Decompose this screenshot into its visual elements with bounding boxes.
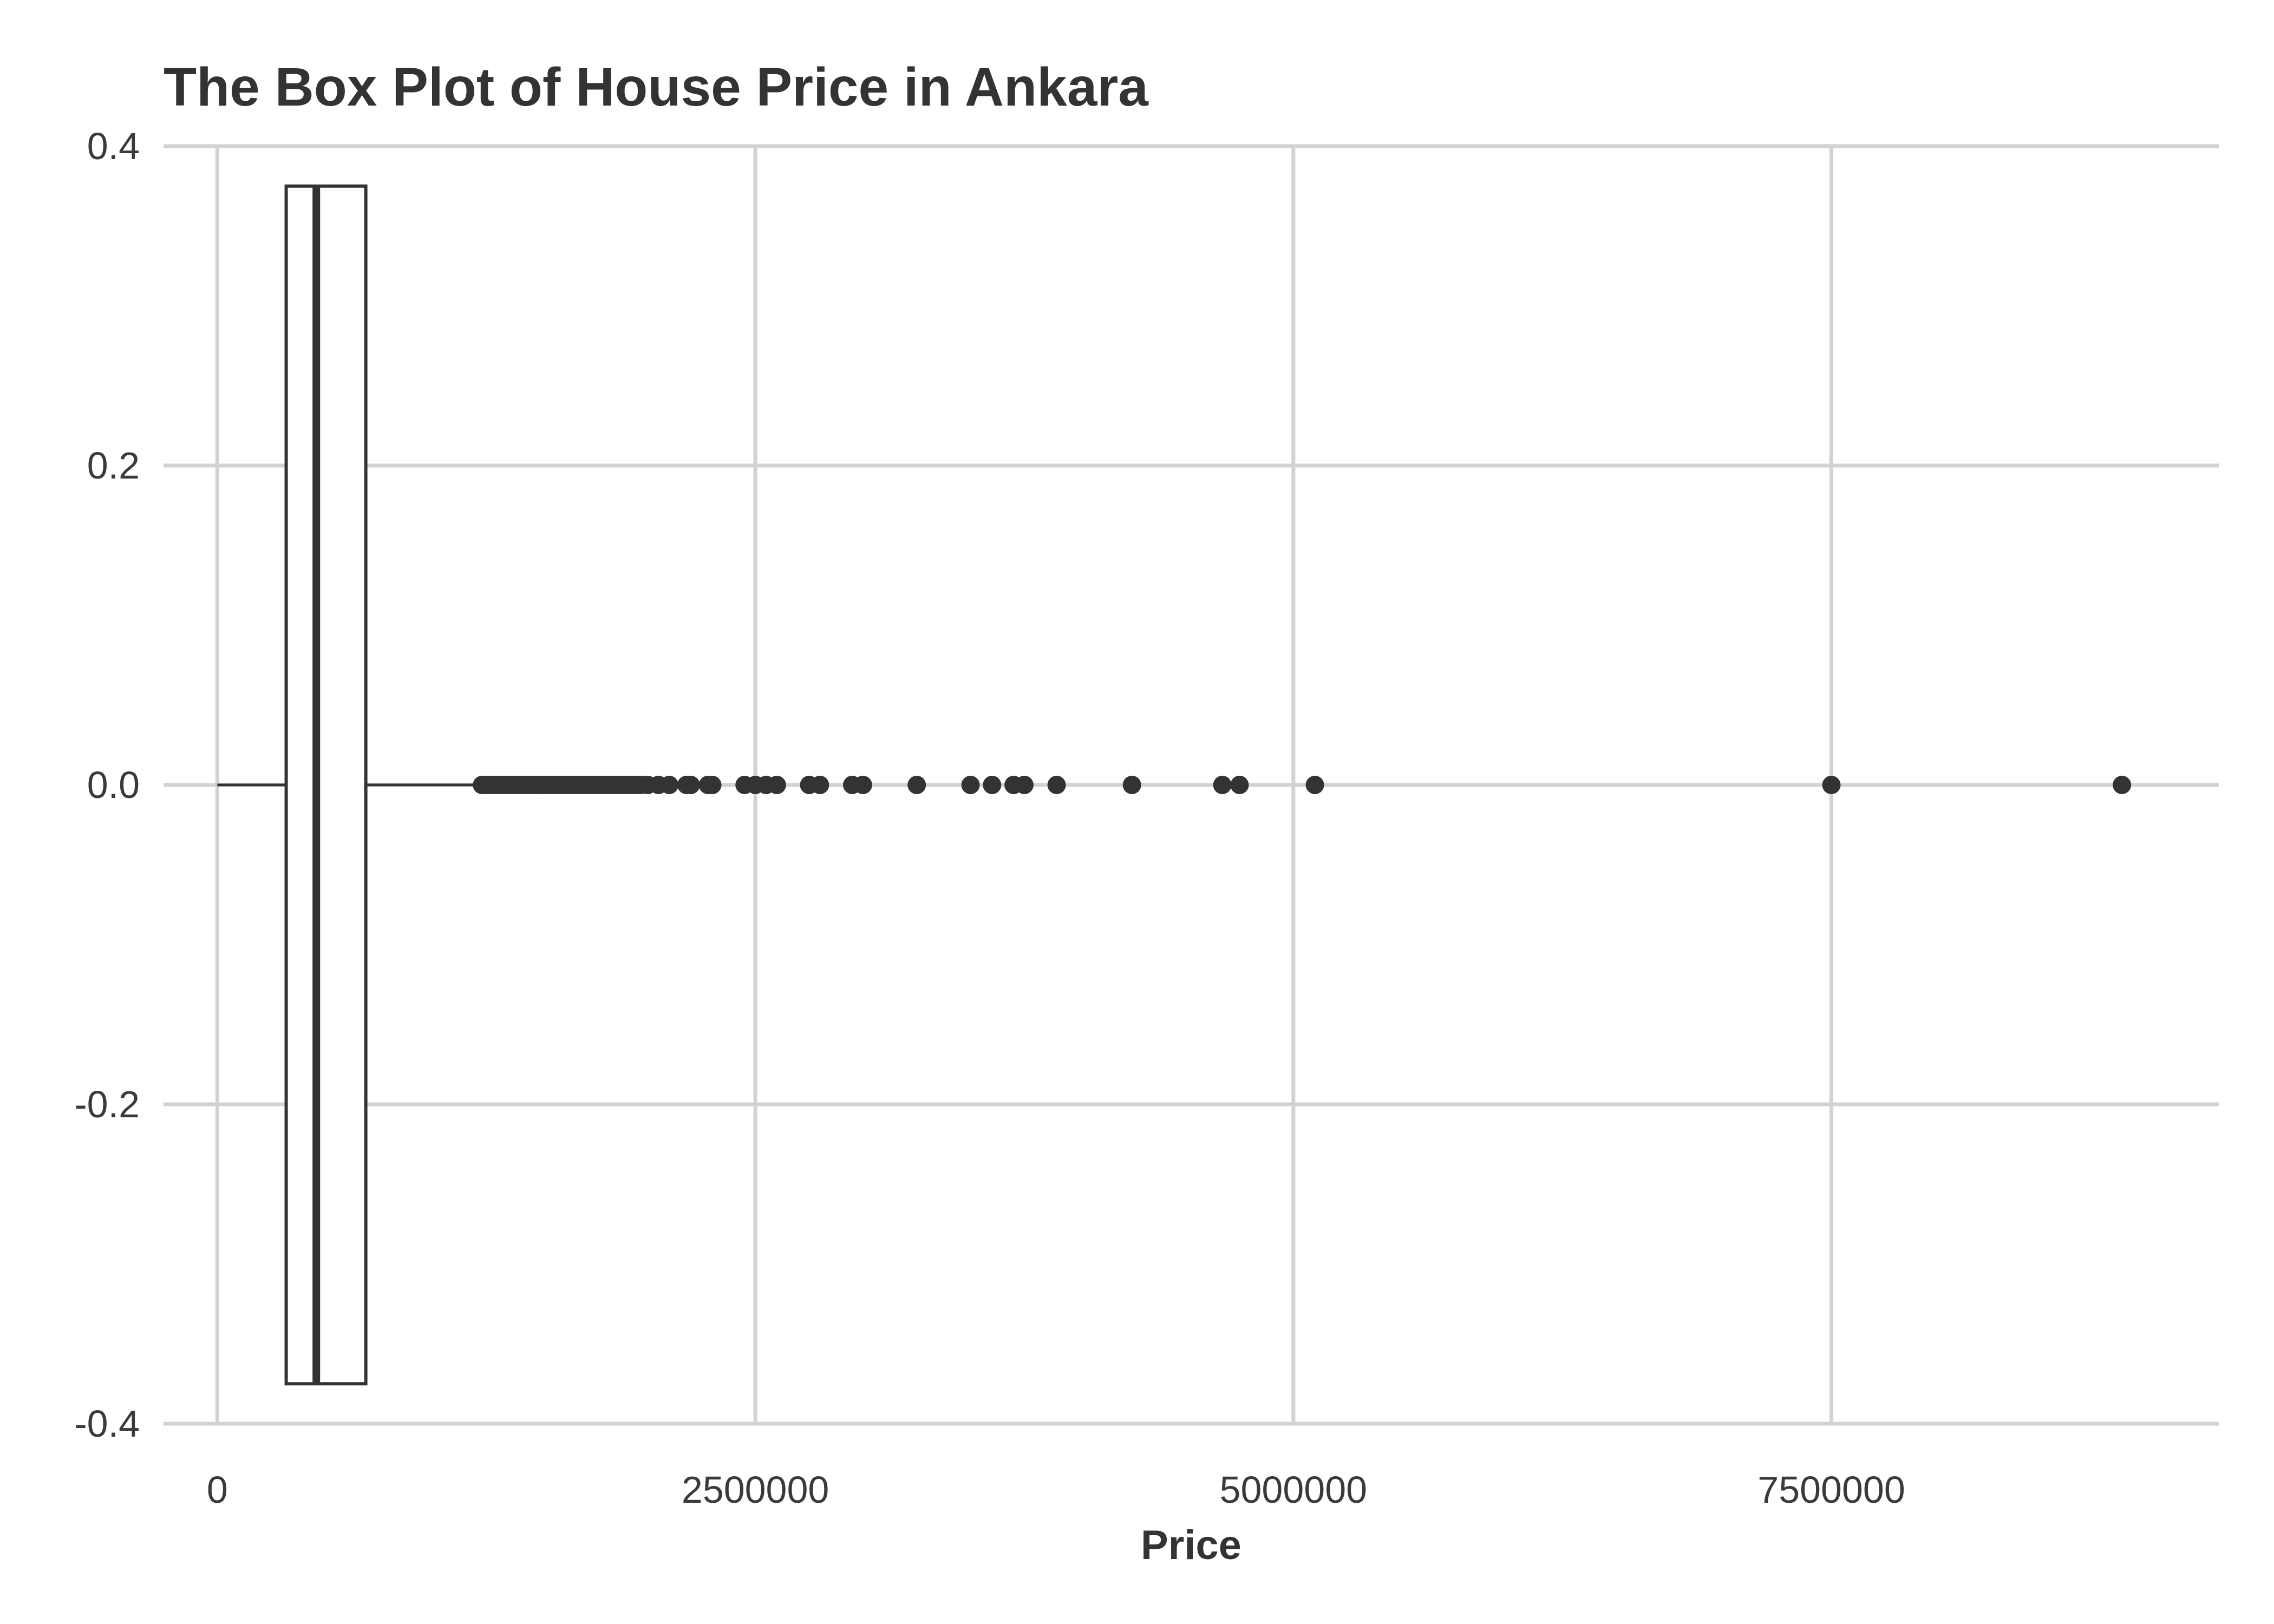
y-tick-label-1: 0.2: [87, 444, 140, 487]
outlier-point-60: [1213, 776, 1232, 794]
outlier-point-53: [907, 776, 926, 794]
x-tick-label-2: 5000000: [1220, 1469, 1368, 1511]
outlier-point-42: [681, 776, 700, 794]
outlier-point-57: [1015, 776, 1034, 794]
outlier-point-63: [1822, 776, 1841, 794]
outlier-points: [473, 776, 2132, 794]
x-tick-label-3: 7500000: [1757, 1469, 1905, 1511]
x-tick-label-0: 0: [207, 1469, 228, 1511]
outlier-point-62: [1305, 776, 1324, 794]
outlier-point-61: [1230, 776, 1249, 794]
chart-title: The Box Plot of House Price in Ankara: [164, 57, 1149, 117]
box-iqr: [284, 184, 368, 1386]
outlier-point-64: [2113, 776, 2132, 794]
outlier-point-55: [983, 776, 1002, 794]
x-axis-ticks: 0 2500000 5000000 7500000: [207, 1469, 1905, 1511]
x-tick-label-1: 2500000: [682, 1469, 829, 1511]
outlier-point-40: [660, 776, 679, 794]
y-axis-ticks: 0.4 0.2 0.0 -0.2 -0.4: [74, 125, 140, 1445]
outlier-point-58: [1047, 776, 1066, 794]
y-tick-label-3: -0.2: [74, 1083, 140, 1125]
outlier-point-50: [811, 776, 829, 794]
outlier-point-44: [703, 776, 722, 794]
y-tick-label-0: 0.4: [87, 125, 140, 167]
x-axis-title: Price: [1141, 1522, 1241, 1568]
outlier-point-48: [767, 776, 786, 794]
outlier-point-52: [853, 776, 872, 794]
outlier-point-54: [961, 776, 980, 794]
y-tick-label-4: -0.4: [74, 1403, 140, 1445]
outlier-point-59: [1122, 776, 1141, 794]
box-plot: [217, 184, 478, 1386]
y-tick-label-2: 0.0: [87, 764, 140, 806]
